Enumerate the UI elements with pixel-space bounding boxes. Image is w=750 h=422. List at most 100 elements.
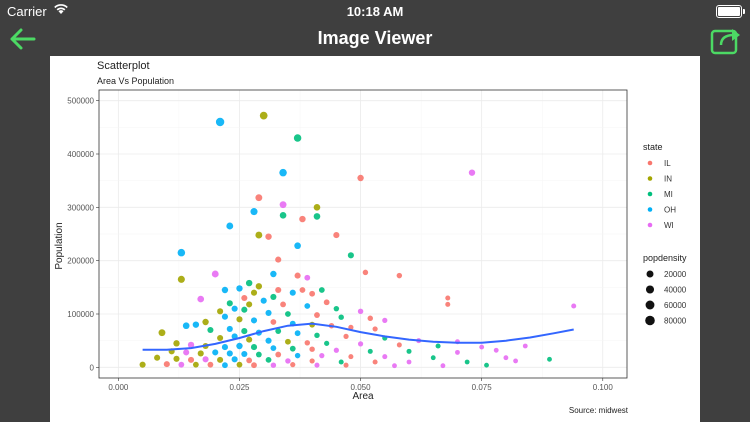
- x-axis-label: Area: [352, 391, 374, 402]
- point-in: [255, 283, 263, 290]
- point-il: [396, 272, 403, 279]
- legend-size-marker: [645, 300, 655, 310]
- point-il: [309, 346, 315, 352]
- point-wi: [211, 270, 219, 278]
- point-mi: [265, 356, 272, 363]
- point-in: [255, 231, 263, 239]
- point-wi: [406, 359, 412, 365]
- point-il: [270, 319, 277, 325]
- point-in: [217, 334, 224, 342]
- point-in: [192, 361, 199, 368]
- legend-size-marker: [645, 315, 655, 326]
- point-wi: [304, 274, 311, 281]
- legend-label-mi: MI: [664, 190, 673, 199]
- point-oh: [215, 117, 225, 127]
- point-oh: [192, 321, 200, 328]
- point-mi: [255, 351, 262, 358]
- point-mi: [270, 293, 277, 300]
- point-oh: [279, 168, 287, 177]
- point-il: [367, 315, 373, 321]
- point-wi: [382, 354, 388, 360]
- x-tick-label: 0.050: [351, 383, 372, 392]
- point-wi: [285, 358, 291, 364]
- point-oh: [289, 289, 296, 296]
- legend-swatch-wi: [647, 222, 653, 228]
- y-tick-label: 0: [90, 363, 95, 372]
- point-il: [396, 342, 402, 348]
- y-tick-label: 200000: [67, 257, 94, 266]
- point-mi: [289, 345, 296, 352]
- chart-caption: Source: midwest: [569, 406, 629, 415]
- point-in: [236, 316, 243, 323]
- battery-icon: [716, 5, 745, 18]
- point-wi: [571, 303, 577, 309]
- point-in: [177, 275, 185, 283]
- point-oh: [212, 349, 219, 356]
- point-in: [173, 355, 180, 362]
- legend-size-marker: [646, 270, 654, 278]
- point-il: [323, 299, 330, 306]
- legend-popdensity: 20000 40000 60000 80000: [645, 270, 687, 326]
- legend-size-label: 20000: [664, 270, 687, 279]
- point-il: [445, 301, 451, 307]
- point-il: [251, 362, 257, 369]
- wifi-icon: [54, 4, 68, 14]
- legend-size-label: 40000: [664, 286, 687, 295]
- point-il: [372, 359, 378, 365]
- point-oh: [270, 270, 277, 278]
- navigation-bar: Image Viewer: [0, 22, 750, 56]
- point-mi: [279, 212, 287, 219]
- point-wi: [522, 343, 528, 349]
- point-il: [309, 358, 315, 364]
- grid: [99, 90, 627, 378]
- point-wi: [197, 295, 205, 303]
- point-mi: [226, 300, 233, 307]
- point-mi: [484, 362, 489, 368]
- point-il: [241, 294, 248, 302]
- plot-panel: [98, 89, 628, 379]
- smooth-curve: [142, 322, 574, 351]
- point-mi: [338, 314, 344, 320]
- point-oh: [294, 242, 301, 250]
- point-mi: [245, 279, 253, 287]
- point-mi: [324, 340, 330, 346]
- legend-state: IL IN MI OH WI: [647, 159, 676, 230]
- legend-swatch-oh: [647, 207, 653, 212]
- point-wi: [187, 341, 195, 349]
- point-wi: [270, 362, 277, 368]
- point-il: [372, 326, 378, 332]
- axis-ticks: 0.000 0.025 0.050 0.075 0.100 0 100000 200000 30…: [67, 97, 613, 392]
- legend-size-label: 60000: [664, 301, 687, 310]
- image-viewer[interactable]: Scatterplot Area Vs Population 0.000 0.02…: [50, 56, 700, 422]
- point-il: [445, 295, 451, 301]
- point-oh: [260, 297, 267, 304]
- x-tick-label: 0.100: [593, 383, 614, 392]
- smooth-line: [142, 322, 574, 351]
- point-in: [197, 350, 204, 357]
- point-mi: [275, 328, 282, 334]
- arrow-left-icon[interactable]: [6, 24, 38, 54]
- carrier-label: Carrier: [7, 4, 47, 19]
- point-il: [207, 361, 214, 368]
- chart-title: Scatterplot: [97, 60, 150, 72]
- point-mi: [406, 348, 412, 354]
- share-icon[interactable]: [710, 25, 744, 55]
- point-mi: [367, 348, 373, 354]
- point-mi: [285, 311, 291, 317]
- y-tick-label: 100000: [67, 310, 94, 319]
- scatterplot: Scatterplot Area Vs Population 0.000 0.02…: [54, 60, 687, 415]
- x-tick-label: 0.025: [229, 383, 250, 392]
- point-il: [299, 287, 306, 293]
- point-il: [314, 312, 320, 318]
- point-mi: [464, 359, 470, 365]
- point-mi: [435, 343, 441, 349]
- point-wi: [319, 352, 325, 359]
- point-mi: [241, 328, 248, 335]
- point-il: [304, 340, 311, 346]
- point-in: [236, 361, 243, 368]
- point-wi: [468, 169, 476, 176]
- point-in: [313, 204, 321, 211]
- legend-swatch-il: [647, 160, 653, 166]
- point-oh: [221, 313, 228, 320]
- point-oh: [294, 330, 301, 337]
